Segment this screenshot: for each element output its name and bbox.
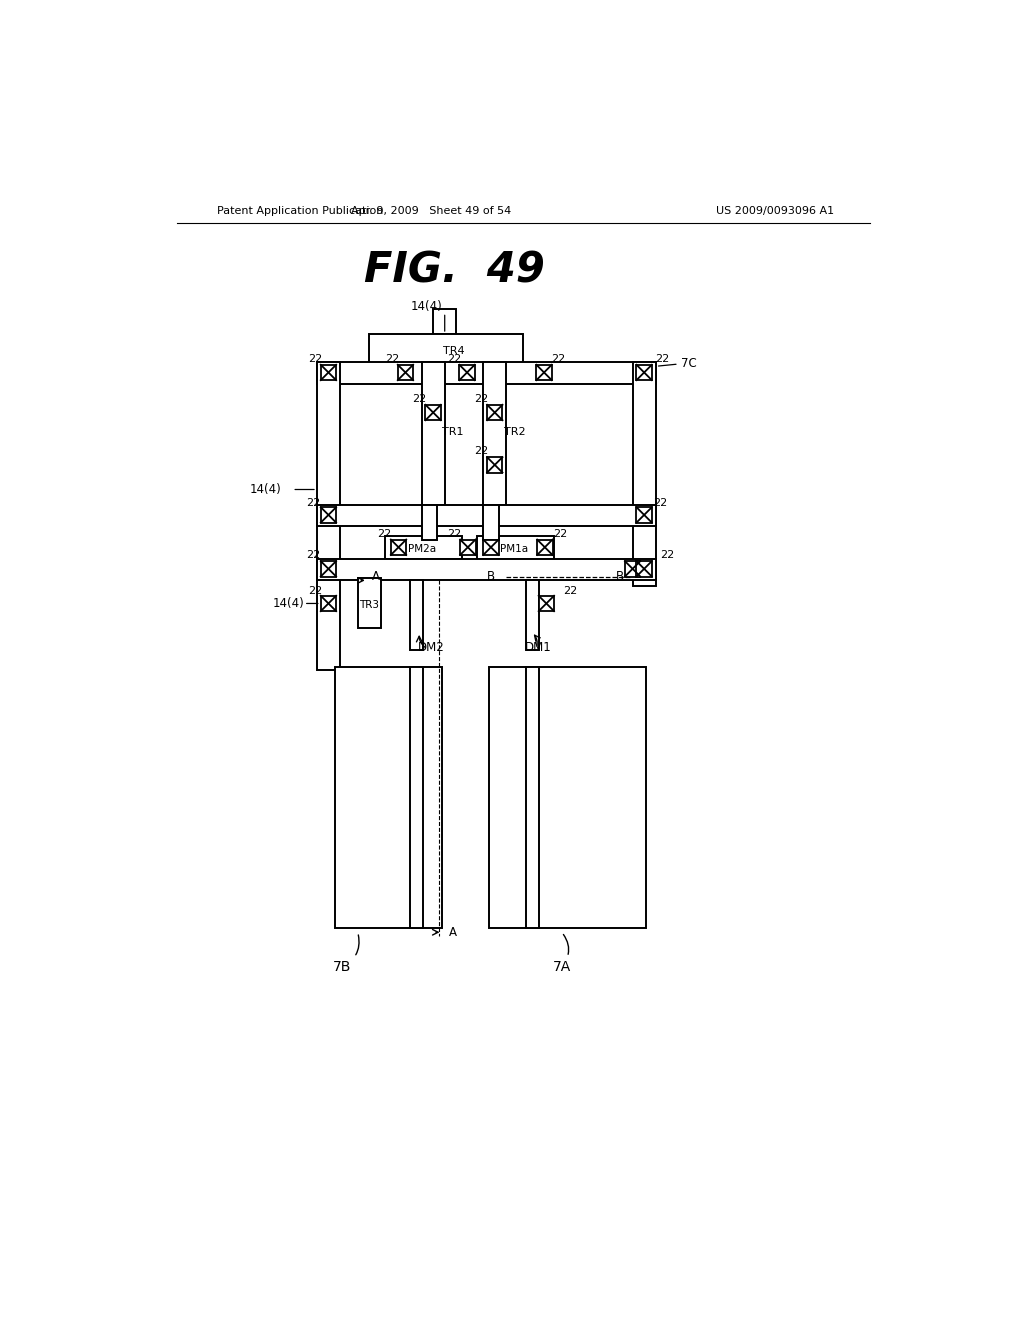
Text: 22: 22 [551, 354, 565, 363]
Text: TR1: TR1 [442, 426, 464, 437]
Bar [385, 536, 462, 558]
Text: FIG.  49: FIG. 49 [364, 249, 545, 290]
Text: 22: 22 [446, 354, 461, 363]
Text: 22: 22 [660, 550, 675, 560]
Bar [357, 578, 381, 628]
Bar [637, 507, 652, 523]
Bar [321, 561, 336, 577]
Bar [487, 457, 503, 473]
Text: PM2a: PM2a [408, 544, 435, 554]
Text: Patent Application Publication: Patent Application Publication [217, 206, 383, 215]
Text: 14(4): 14(4) [411, 300, 443, 313]
Bar [483, 363, 506, 506]
Text: 14(4): 14(4) [272, 597, 304, 610]
Bar [487, 405, 503, 420]
Text: 22: 22 [553, 529, 567, 539]
Bar [637, 561, 652, 577]
Text: 22: 22 [378, 529, 392, 539]
Text: 22: 22 [306, 499, 321, 508]
Text: TR3: TR3 [359, 601, 379, 610]
Text: 14(4): 14(4) [250, 483, 282, 496]
Text: 22: 22 [308, 354, 323, 363]
Bar [391, 540, 407, 554]
Bar [316, 506, 655, 527]
Text: DM1: DM1 [525, 640, 552, 653]
Text: 7B: 7B [333, 935, 359, 974]
Text: Apr. 9, 2009   Sheet 49 of 54: Apr. 9, 2009 Sheet 49 of 54 [351, 206, 511, 215]
Text: B: B [615, 570, 624, 583]
Text: A: A [372, 570, 380, 583]
Bar [625, 561, 640, 577]
Bar [537, 364, 552, 380]
Text: 22: 22 [413, 395, 426, 404]
Bar [637, 364, 652, 380]
Bar [633, 363, 655, 586]
Text: B: B [486, 570, 495, 583]
Bar [483, 540, 499, 554]
Bar [410, 581, 423, 649]
Bar [321, 364, 336, 380]
Bar [433, 309, 457, 334]
Text: DM2: DM2 [418, 640, 444, 653]
Bar [316, 363, 340, 671]
Text: 22: 22 [654, 354, 669, 363]
Text: 7C: 7C [681, 358, 697, 371]
Text: 22: 22 [474, 395, 488, 404]
Text: 22: 22 [474, 446, 488, 455]
Bar [538, 540, 553, 554]
Text: PM1a: PM1a [500, 544, 528, 554]
Text: 22: 22 [308, 586, 323, 597]
Bar [460, 364, 475, 380]
Bar [321, 595, 336, 611]
Bar [422, 363, 444, 506]
Bar [460, 540, 475, 554]
Bar [525, 581, 539, 649]
Bar [316, 363, 655, 384]
Text: A: A [449, 925, 457, 939]
Text: 22: 22 [653, 499, 668, 508]
Bar [488, 667, 646, 928]
Text: 22: 22 [306, 550, 321, 560]
Bar [335, 667, 442, 928]
Bar [483, 506, 499, 540]
Bar [397, 364, 413, 380]
Text: TR2: TR2 [504, 426, 525, 437]
Text: 22: 22 [446, 529, 461, 539]
Text: 7A: 7A [553, 935, 571, 974]
Bar [539, 595, 554, 611]
Text: US 2009/0093096 A1: US 2009/0093096 A1 [716, 206, 834, 215]
Bar [321, 507, 336, 523]
Bar [525, 667, 539, 928]
Bar [370, 334, 523, 363]
Text: 22: 22 [385, 354, 399, 363]
Bar [422, 506, 437, 540]
Bar [477, 536, 554, 558]
Bar [425, 405, 441, 420]
Bar [410, 667, 423, 928]
Bar [316, 558, 655, 581]
Text: TR4: TR4 [443, 346, 465, 356]
Text: 22: 22 [563, 586, 578, 597]
